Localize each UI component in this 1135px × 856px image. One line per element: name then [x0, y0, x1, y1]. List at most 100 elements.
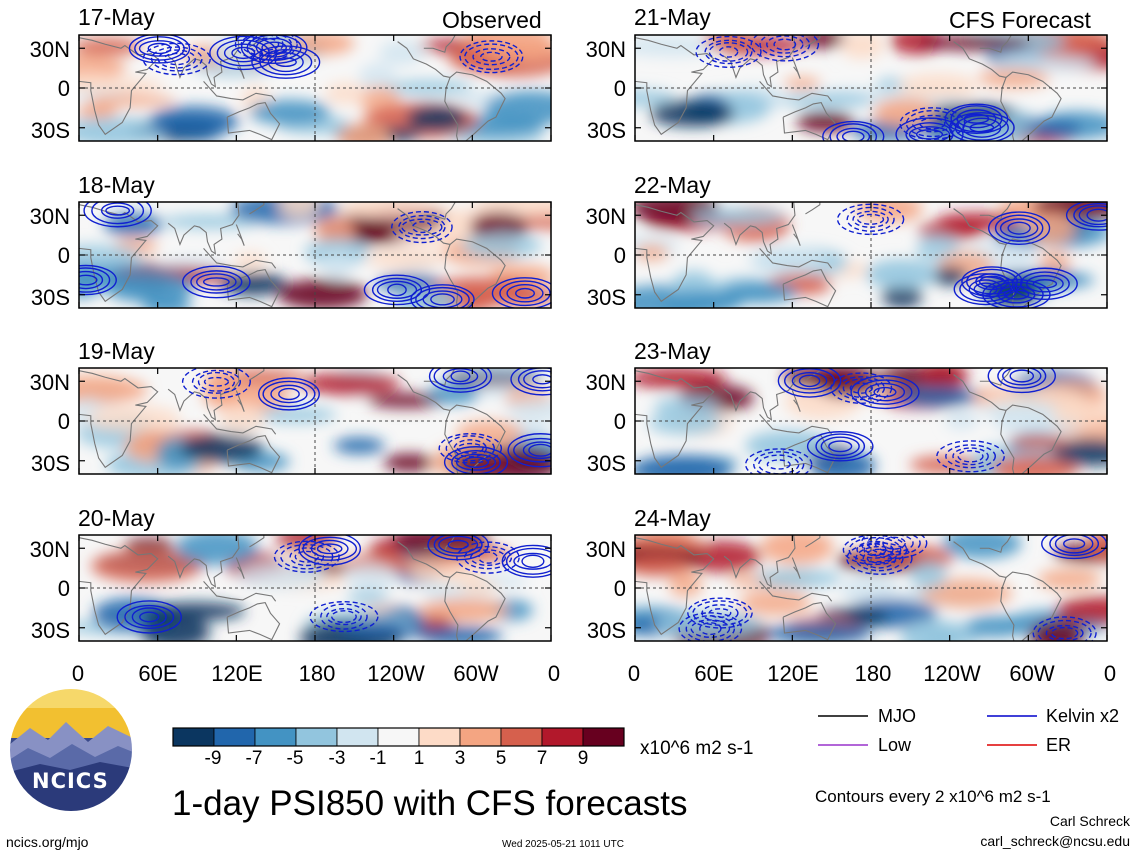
observed-label: Observed — [442, 7, 542, 33]
lon-label: 60E — [138, 661, 178, 686]
map-panel — [78, 534, 552, 642]
map-panel — [78, 367, 552, 475]
colorbar-swatch — [213, 727, 256, 747]
colorbar-swatch — [377, 727, 420, 747]
colorbar-tick: 1 — [413, 748, 425, 769]
forecast-label: CFS Forecast — [949, 7, 1091, 33]
lat-label-30s: 30S — [30, 451, 70, 476]
colorbar-tick: 9 — [577, 748, 589, 769]
lat-label-30n: 30N — [585, 37, 626, 62]
shading — [635, 35, 1107, 141]
wave-contours — [695, 35, 1015, 141]
lat-label-eq: 0 — [613, 243, 626, 268]
coastlines — [79, 35, 506, 141]
colorbar-tick: -3 — [328, 748, 346, 769]
logo-text: NCICS — [32, 769, 109, 793]
map-panel — [634, 534, 1108, 642]
lat-label-30s: 30S — [30, 285, 70, 310]
lon-label: 120W — [367, 661, 425, 686]
panel-date-obs-4: 20-May — [78, 505, 155, 531]
colorbar-unit: x10^6 m2 s-1 — [640, 738, 754, 759]
map-panel — [634, 201, 1108, 309]
legend-kelvin: Kelvin x2 — [1046, 706, 1120, 726]
coastlines — [79, 535, 506, 641]
lon-label: 0 — [71, 661, 85, 686]
map-panels — [78, 34, 1108, 642]
coastlines — [635, 535, 1062, 641]
colorbar-tick: -5 — [286, 748, 304, 769]
colorbar-swatch — [500, 727, 543, 747]
colorbar-swatch — [459, 727, 502, 747]
panel-date-obs-1: 17-May — [78, 4, 155, 30]
shading — [79, 202, 551, 308]
colorbar-swatch — [295, 727, 338, 747]
legend-low: Low — [878, 735, 912, 755]
lat-label-30n: 30N — [29, 204, 70, 229]
site-link[interactable]: ncics.org/mjo — [6, 834, 89, 850]
lat-label-30s: 30S — [30, 618, 70, 643]
author-email: carl_schreck@ncsu.edu — [980, 833, 1130, 849]
legend-lines — [818, 715, 1037, 746]
lat-label-eq: 0 — [57, 576, 70, 601]
lon-label: 60W — [453, 661, 499, 686]
map-panel — [634, 367, 1108, 475]
shading — [79, 535, 534, 641]
lat-label-30s: 30S — [586, 285, 626, 310]
lat-label-eq: 0 — [613, 576, 626, 601]
lat-label-eq: 0 — [57, 243, 70, 268]
lat-label-30n: 30N — [29, 37, 70, 62]
colorbar-tick: -1 — [369, 748, 387, 769]
colorbar-tick: 5 — [495, 748, 507, 769]
shading — [79, 368, 551, 474]
coastlines — [635, 35, 1062, 141]
map-panel — [78, 34, 552, 142]
lat-label-eq: 0 — [613, 409, 626, 434]
lat-label-eq: 0 — [57, 409, 70, 434]
lat-label-30s: 30S — [586, 618, 626, 643]
lon-label: 60E — [694, 661, 734, 686]
panel-date-obs-2: 18-May — [78, 172, 155, 198]
author: Carl Schreck — [1049, 813, 1130, 829]
colorbar-tick: 7 — [536, 748, 548, 769]
lon-label: 0 — [1103, 661, 1117, 686]
legend-er: ER — [1046, 735, 1072, 755]
lon-label: 0 — [627, 661, 641, 686]
wave-contours — [181, 368, 551, 474]
panel-date-obs-3: 19-May — [78, 338, 155, 364]
timestamp: Wed 2025-05-21 1011 UTC — [502, 839, 624, 850]
shading — [635, 368, 1107, 474]
panel-date-fcst-4: 24-May — [634, 505, 711, 531]
panel-date-fcst-1: 21-May — [634, 4, 711, 30]
ncics-logo-icon — [8, 687, 134, 813]
colorbar-tick: -7 — [245, 748, 263, 769]
colorbar-swatch — [418, 727, 461, 747]
wave-contours — [744, 368, 1056, 474]
colorbar-swatch — [582, 727, 625, 747]
lon-label: 120E — [767, 661, 819, 686]
colorbar-swatch — [336, 727, 379, 747]
coastlines — [635, 368, 1062, 474]
lon-label: 120E — [211, 661, 263, 686]
contour-note: Contours every 2 x10^6 m2 s-1 — [815, 787, 1051, 806]
lat-label-eq: 0 — [57, 76, 70, 101]
figure-title: 1-day PSI850 with CFS forecasts — [172, 784, 688, 823]
lon-label: 120W — [923, 661, 981, 686]
wave-contours — [836, 202, 1107, 308]
lon-label: 60W — [1009, 661, 1055, 686]
lon-label: 180 — [298, 661, 336, 686]
colorbar-tick: -9 — [204, 748, 222, 769]
lat-label-eq: 0 — [613, 76, 626, 101]
lon-label: 0 — [547, 661, 561, 686]
lat-label-30n: 30N — [585, 537, 626, 562]
lon-label: 180 — [854, 661, 892, 686]
map-panel — [78, 201, 552, 309]
wave-contours — [79, 202, 551, 308]
lat-label-30s: 30S — [586, 118, 626, 143]
lat-label-30s: 30S — [586, 451, 626, 476]
colorbar-tick: 3 — [454, 748, 466, 769]
colorbar-swatch — [541, 727, 584, 747]
map-panel — [634, 34, 1108, 142]
panel-date-fcst-2: 22-May — [634, 172, 711, 198]
lat-label-30n: 30N — [29, 370, 70, 395]
lat-label-30n: 30N — [585, 370, 626, 395]
